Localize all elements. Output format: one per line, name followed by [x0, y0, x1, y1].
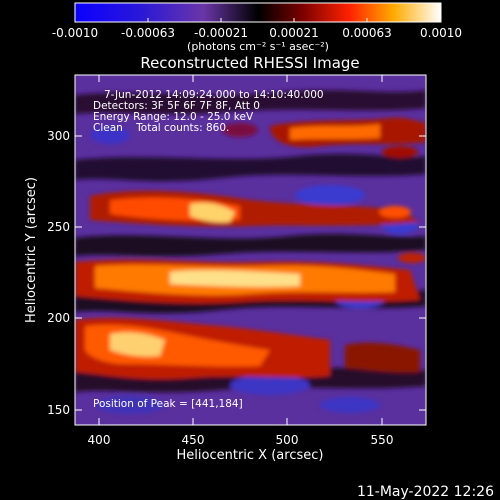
plot-frame [74, 74, 427, 426]
y-tick-150: 150 [47, 403, 70, 417]
colorbar-units: (photons cm⁻² s⁻¹ asec⁻²) [187, 40, 329, 53]
y-tick-250: 250 [47, 220, 70, 234]
cbar-tick-5: 0.00063 [342, 26, 392, 40]
colorbar-tick-labels: -0.0010 -0.00063 -0.00021 0.00021 0.0006… [52, 26, 462, 40]
rhessi-image [75, 75, 426, 425]
x-tick-450: 450 [182, 433, 205, 447]
info-clean-counts: Clean Total counts: 860. [93, 122, 229, 134]
y-tick-200: 200 [47, 311, 70, 325]
info-block: 7-Jun-2012 14:09:24.000 to 14:10:40.000 … [93, 89, 324, 134]
y-tick-labels: 150 200 250 300 [47, 129, 70, 417]
cbar-tick-1: -0.0010 [52, 26, 98, 40]
x-tick-400: 400 [88, 433, 111, 447]
plot-title: Reconstructed RHESSI Image [140, 54, 359, 72]
y-axis-ticks [75, 135, 426, 411]
peak-position: Position of Peak = [441,184] [93, 398, 243, 410]
y-axis-label: Heliocentric Y (arcsec) [24, 177, 39, 323]
x-tick-labels: 400 450 500 550 [88, 433, 394, 447]
cbar-tick-2: -0.00063 [121, 26, 175, 40]
info-detectors: Detectors: 3F 5F 6F 7F 8F, Att 0 [93, 100, 260, 112]
x-tick-550: 550 [371, 433, 394, 447]
cbar-tick-4: 0.00021 [269, 26, 319, 40]
y-tick-300: 300 [47, 129, 70, 143]
x-axis-label: Heliocentric X (arcsec) [177, 448, 324, 463]
info-energy-range: Energy Range: 12.0 - 25.0 keV [93, 111, 254, 123]
colorbar [74, 2, 442, 23]
x-axis-ticks [98, 75, 383, 425]
x-tick-500: 500 [276, 433, 299, 447]
info-time-range: 7-Jun-2012 14:09:24.000 to 14:10:40.000 [104, 89, 324, 101]
colorbar-ticks [74, 18, 442, 22]
cbar-tick-3: -0.00021 [194, 26, 248, 40]
footer-date: 11-May-2022 12:26 [357, 484, 494, 500]
cbar-tick-6: 0.0010 [420, 26, 462, 40]
